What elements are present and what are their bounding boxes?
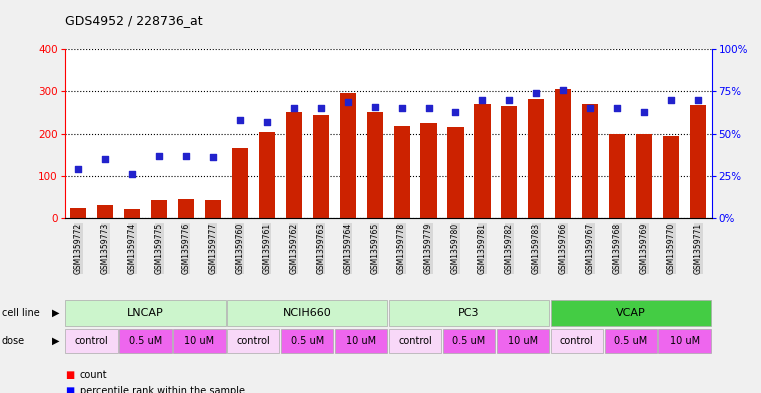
Bar <box>174 329 225 353</box>
Point <box>611 105 623 112</box>
Text: GDS4952 / 228736_at: GDS4952 / 228736_at <box>65 14 202 27</box>
Point <box>153 152 165 159</box>
Bar <box>447 127 463 218</box>
Text: 10 uM: 10 uM <box>508 336 538 346</box>
Bar <box>259 132 275 218</box>
Point <box>450 108 462 115</box>
Text: dose: dose <box>2 336 24 346</box>
Bar <box>281 329 333 353</box>
Point <box>503 97 515 103</box>
Text: 10 uM: 10 uM <box>670 336 699 346</box>
Point <box>207 154 219 160</box>
Point <box>234 117 246 123</box>
Text: 0.5 uM: 0.5 uM <box>129 336 162 346</box>
Bar <box>228 329 279 353</box>
Point <box>638 108 650 115</box>
Point <box>314 105 326 112</box>
Bar <box>285 112 302 218</box>
Point <box>530 90 543 96</box>
Bar <box>339 93 356 218</box>
Bar <box>119 329 172 353</box>
Bar <box>389 329 441 353</box>
Text: PC3: PC3 <box>458 308 479 318</box>
Bar <box>443 329 495 353</box>
Point <box>261 119 273 125</box>
Bar <box>690 105 706 218</box>
Point <box>557 86 569 93</box>
Bar <box>528 99 544 218</box>
Text: control: control <box>237 336 270 346</box>
Bar <box>124 209 140 218</box>
Bar <box>609 134 626 218</box>
Text: control: control <box>75 336 109 346</box>
Point <box>72 166 84 172</box>
Text: cell line: cell line <box>2 308 40 318</box>
Bar <box>151 200 167 218</box>
Point <box>396 105 408 112</box>
Bar <box>636 134 652 218</box>
Bar <box>70 208 86 218</box>
Point <box>692 97 704 103</box>
Bar <box>205 200 221 218</box>
Bar <box>228 300 387 325</box>
Text: ■: ■ <box>65 386 74 393</box>
Text: control: control <box>560 336 594 346</box>
Bar <box>497 329 549 353</box>
Bar <box>604 329 657 353</box>
Bar <box>65 329 118 353</box>
Text: 0.5 uM: 0.5 uM <box>452 336 486 346</box>
Bar <box>389 300 549 325</box>
Text: control: control <box>398 336 432 346</box>
Text: ■: ■ <box>65 370 74 380</box>
Bar <box>551 329 603 353</box>
Text: percentile rank within the sample: percentile rank within the sample <box>80 386 245 393</box>
Point <box>342 98 354 105</box>
Text: LNCAP: LNCAP <box>127 308 164 318</box>
Bar <box>335 329 387 353</box>
Text: VCAP: VCAP <box>616 308 645 318</box>
Bar <box>556 89 572 218</box>
Point <box>180 152 192 159</box>
Point <box>288 105 300 112</box>
Bar <box>421 123 437 218</box>
Text: ▶: ▶ <box>52 308 59 318</box>
Text: 10 uM: 10 uM <box>346 336 376 346</box>
Bar <box>178 199 194 218</box>
Text: 0.5 uM: 0.5 uM <box>291 336 324 346</box>
Bar <box>501 106 517 218</box>
Bar <box>313 115 329 218</box>
Point <box>126 171 139 177</box>
Text: 10 uM: 10 uM <box>184 336 215 346</box>
Point <box>665 97 677 103</box>
Bar <box>393 126 409 218</box>
Bar <box>658 329 711 353</box>
Point <box>584 105 597 112</box>
Text: 0.5 uM: 0.5 uM <box>614 336 648 346</box>
Bar <box>551 300 711 325</box>
Text: NCIH660: NCIH660 <box>283 308 332 318</box>
Point <box>368 103 380 110</box>
Bar <box>474 104 491 218</box>
Bar <box>65 300 225 325</box>
Bar <box>97 205 113 218</box>
Point <box>422 105 435 112</box>
Text: count: count <box>80 370 107 380</box>
Bar <box>232 149 248 218</box>
Point <box>476 97 489 103</box>
Bar <box>367 112 383 218</box>
Text: ▶: ▶ <box>52 336 59 346</box>
Bar <box>663 136 679 218</box>
Bar <box>582 104 598 218</box>
Point <box>99 156 111 162</box>
